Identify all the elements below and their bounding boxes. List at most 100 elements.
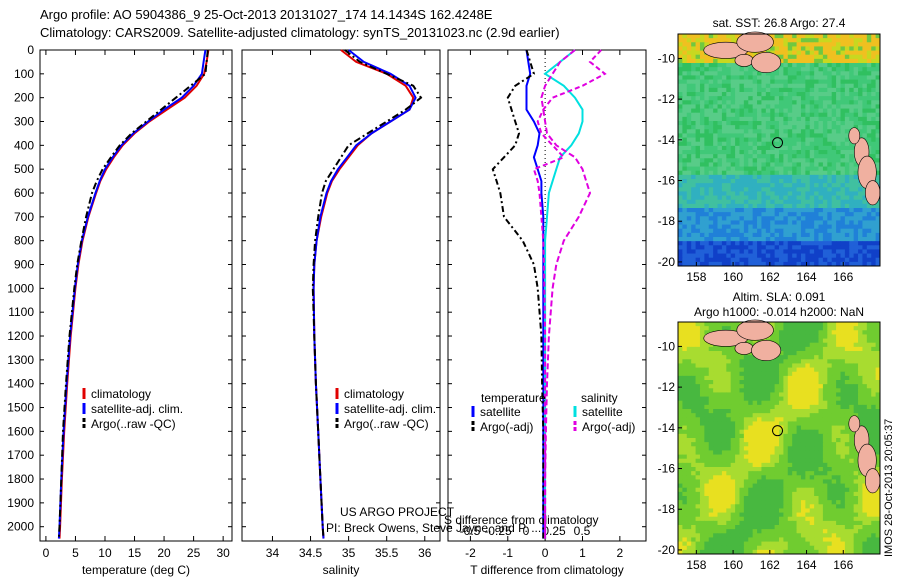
map-cell [739,396,745,402]
map-cell [862,261,868,267]
map-cell [809,338,815,344]
map-cell [717,504,723,509]
map-cell [743,475,749,480]
map-cell [739,71,745,76]
map-cell [752,145,758,151]
map-cell [844,425,850,431]
map-cell [695,475,701,480]
map-cell [730,162,736,167]
map-cell [853,228,859,234]
map-cell [827,158,833,163]
map-cell [717,425,723,431]
map-cell [809,121,815,126]
map-cell [779,483,784,489]
map-cell [726,400,732,406]
map-cell [699,54,705,60]
map-cell [814,334,819,339]
map-cell [866,371,872,377]
map-cell [827,220,833,225]
map-cell [840,195,846,201]
map-cell [831,133,837,138]
map-cell [858,50,863,56]
map-cell [695,166,701,172]
map-cell [682,326,688,331]
map-cell [827,429,833,435]
map-cell [779,261,784,267]
map-cell [708,483,714,489]
map-cell [866,83,872,89]
map-cell [757,79,762,85]
map-cell [849,483,855,489]
map-cell [735,34,740,39]
map-cell [800,454,806,460]
map-cell [779,46,784,51]
map-cell [862,96,868,101]
map-cell [858,404,863,410]
map-cell [814,137,819,143]
map-cell [726,96,732,101]
map-cell [858,338,863,344]
map-cell [752,363,758,368]
map-cell [831,203,837,209]
map-cell [686,232,692,238]
map-cell [849,79,855,85]
map-cell [686,338,692,344]
map-cell [783,50,789,56]
map-cell [853,199,859,205]
map-cell [708,150,714,155]
map-cell [770,112,776,118]
map-cell [827,380,833,385]
map-cell [748,388,754,393]
map-cell [748,245,754,250]
map-cell [699,442,705,447]
map-cell [765,483,771,489]
map-cell [836,50,841,56]
map-cell [844,504,850,509]
map-cell [730,154,736,159]
map-cell [805,330,811,335]
map-cell [730,442,736,447]
map-cell [770,100,776,105]
map-cell [836,212,841,217]
map-cell [853,79,859,85]
map-cell [704,355,710,360]
map-cell [809,508,815,513]
map-cell [761,125,767,130]
map-cell [757,232,762,238]
map-cell [752,141,758,147]
map-cell [717,500,723,505]
map-cell [735,417,740,422]
map-cell [809,38,815,43]
map-cell [721,228,727,234]
map-cell [831,496,837,501]
map-cell [792,112,797,118]
map-cell [752,483,758,489]
map-cell [748,475,754,480]
map-cell [770,384,776,389]
map-cell [831,326,837,331]
map-cell [717,471,723,476]
map-cell [691,232,696,238]
map-cell [761,425,767,431]
map-cell [757,371,762,377]
map-cell [836,183,841,188]
map-cell [783,203,789,209]
map-cell [818,162,824,167]
map-cell [827,154,833,159]
map-cell [730,137,736,143]
map-cell [765,253,771,259]
map-cell [695,471,701,476]
map-cell [704,400,710,406]
map-cell [752,170,758,176]
map-cell [827,417,833,422]
map-cell [717,100,723,105]
map-cell [682,446,688,451]
map-cell [822,100,828,105]
map-cell [800,166,806,172]
map-cell [691,500,696,505]
map-cell [691,334,696,339]
map-cell [699,458,705,464]
map-cell [809,257,815,263]
map-cell [774,454,780,460]
map-cell [752,166,758,172]
